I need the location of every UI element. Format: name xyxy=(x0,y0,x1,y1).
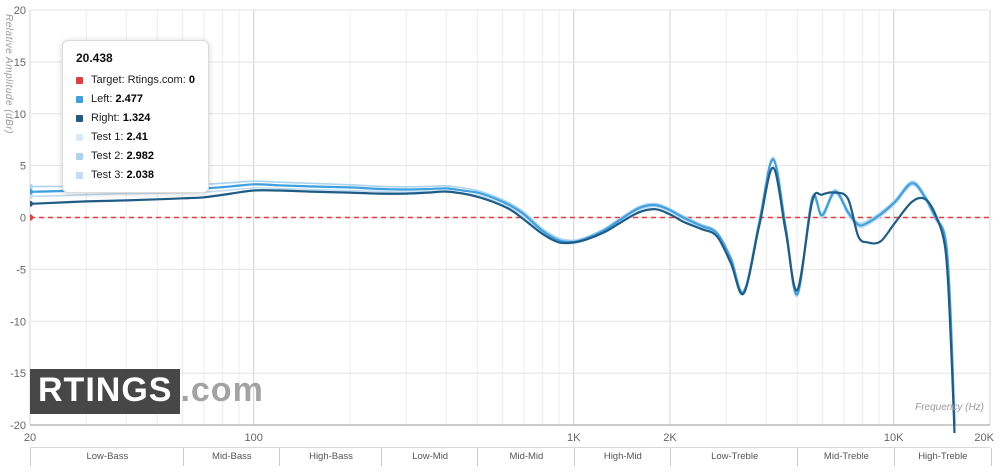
band-label-mid-bass: Mid-Bass xyxy=(182,448,280,466)
svg-text:0: 0 xyxy=(20,213,26,225)
svg-text:15: 15 xyxy=(14,57,26,69)
band-label-low-mid: Low-Mid xyxy=(381,448,478,466)
series-color-swatch xyxy=(76,76,83,84)
x-axis-title: Frequency (Hz) xyxy=(915,402,984,413)
series-color-swatch xyxy=(76,133,83,141)
band-strip-divider xyxy=(30,447,990,448)
rtings-watermark: RTINGS .com xyxy=(30,369,264,414)
svg-text:-5: -5 xyxy=(16,264,26,276)
band-label-high-bass: High-Bass xyxy=(279,448,382,466)
hover-tooltip: 20.438 Target: Rtings.com: 0 Left: 2.477 R… xyxy=(62,40,209,193)
series-color-swatch xyxy=(76,171,83,179)
band-label-low-bass: Low-Bass xyxy=(30,448,184,466)
series-color-swatch xyxy=(76,152,83,160)
svg-text:-20: -20 xyxy=(10,420,26,432)
tooltip-legend: Target: Rtings.com: 0 Left: 2.477 Right: 1… xyxy=(76,74,195,181)
series-value-label: Target: Rtings.com: 0 xyxy=(91,74,195,86)
band-label-low-treble: Low-Treble xyxy=(670,448,798,466)
series-value-label: Test 3: 2.038 xyxy=(91,169,154,181)
tooltip-frequency: 20.438 xyxy=(76,51,113,65)
band-label-mid-mid: Mid-Mid xyxy=(477,448,574,466)
series-value-label: Test 2: 2.982 xyxy=(91,150,154,162)
svg-text:1K: 1K xyxy=(567,432,581,444)
band-label-high-treble: High-Treble xyxy=(893,448,992,466)
svg-text:10K: 10K xyxy=(884,432,904,444)
series-value-label: Right: 1.324 xyxy=(91,112,151,124)
y-axis-title: Relative Amplitude (dBr) xyxy=(3,14,14,135)
band-label-high-mid: High-Mid xyxy=(573,448,671,466)
svg-text:2K: 2K xyxy=(663,432,677,444)
band-label-mid-treble: Mid-Treble xyxy=(797,448,894,466)
tooltip-row: Target: Rtings.com: 0 xyxy=(76,74,195,86)
tooltip-row: Test 1: 2.41 xyxy=(76,131,195,143)
series-value-label: Test 1: 2.41 xyxy=(91,131,148,143)
svg-text:5: 5 xyxy=(20,161,26,173)
svg-text:20: 20 xyxy=(14,5,26,17)
watermark-suffix: .com xyxy=(180,371,264,409)
series-color-swatch xyxy=(76,95,83,103)
svg-text:100: 100 xyxy=(245,432,263,444)
tooltip-row: Test 3: 2.038 xyxy=(76,169,195,181)
svg-text:20: 20 xyxy=(24,432,36,444)
svg-text:20K: 20K xyxy=(974,432,994,444)
tooltip-row: Right: 1.324 xyxy=(76,112,195,124)
svg-text:-15: -15 xyxy=(10,368,26,380)
series-color-swatch xyxy=(76,114,83,122)
svg-text:10: 10 xyxy=(14,109,26,121)
tooltip-row: Left: 2.477 xyxy=(76,93,195,105)
watermark-logo: RTINGS xyxy=(30,369,181,414)
tooltip-row: Test 2: 2.982 xyxy=(76,150,195,162)
frequency-bands: Low-Bass Mid-Bass High-Bass Low-Mid Mid-Mid H… xyxy=(0,448,1000,466)
series-value-label: Left: 2.477 xyxy=(91,93,143,105)
svg-text:-10: -10 xyxy=(10,316,26,328)
